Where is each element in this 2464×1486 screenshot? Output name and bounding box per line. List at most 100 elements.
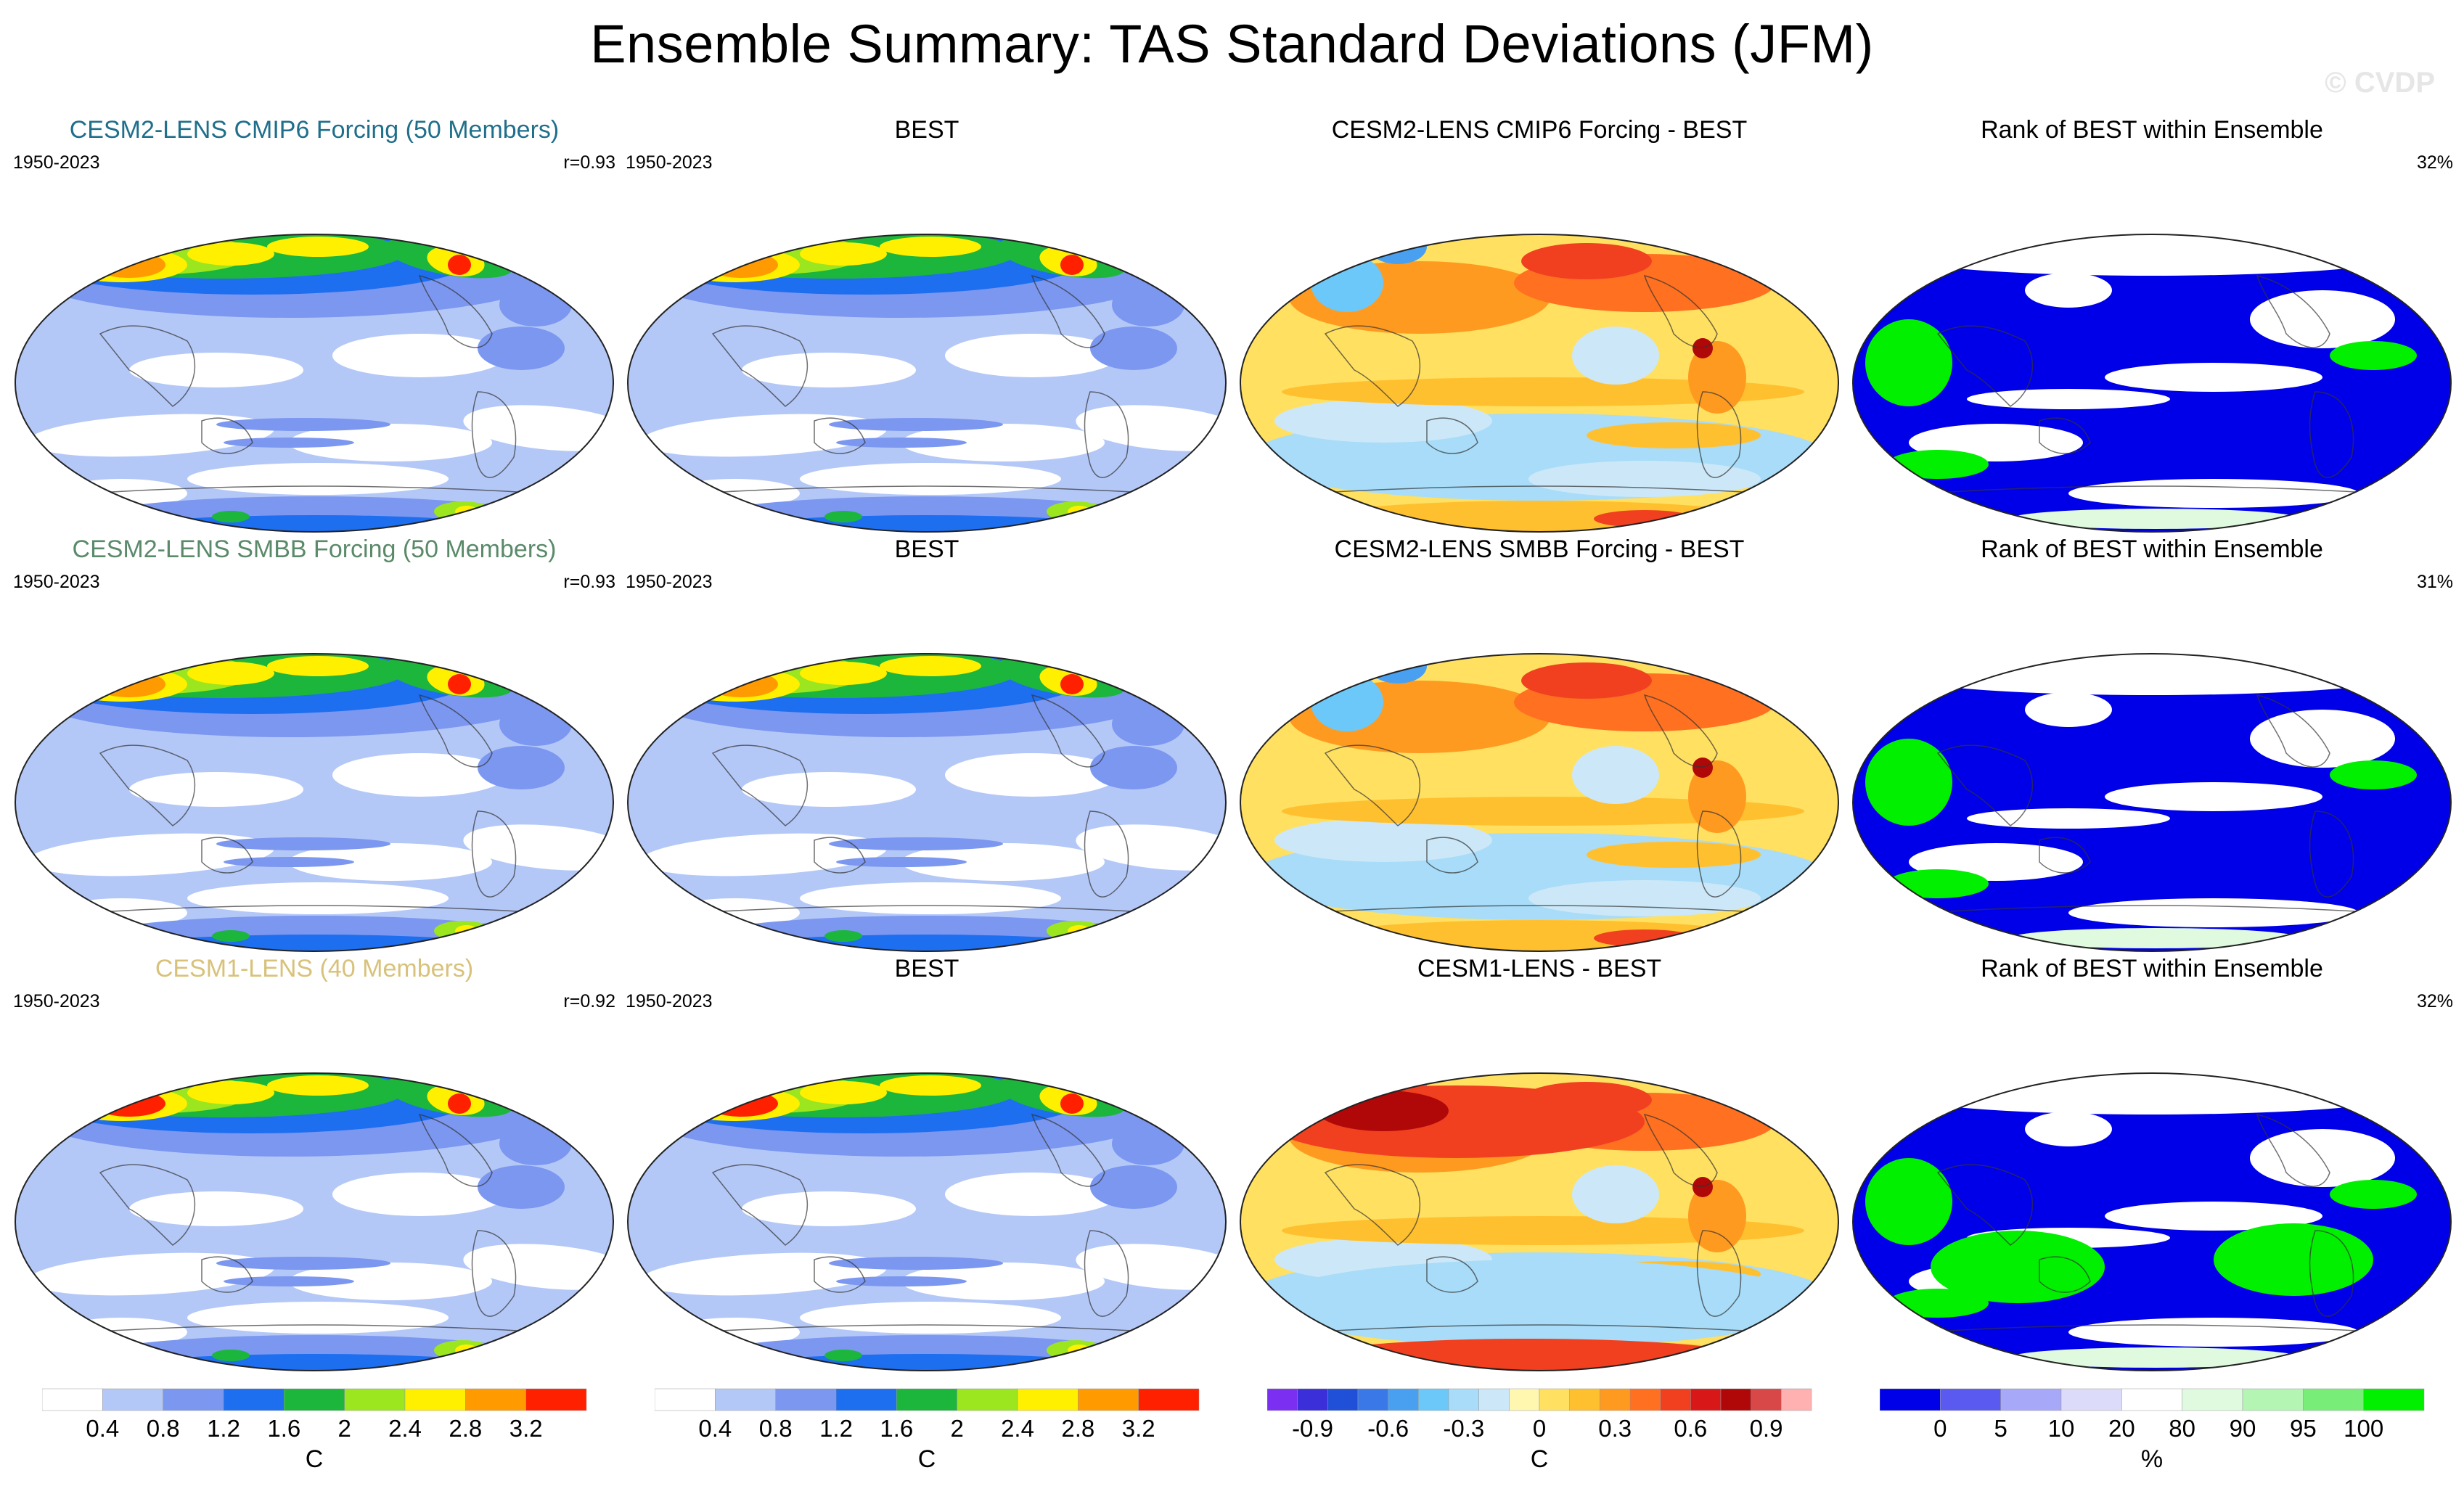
colorbar-swatch (655, 1388, 716, 1411)
colorbar-tick-label: 0.8 (758, 1415, 793, 1442)
colorbar-tick-label: 0.8 (146, 1415, 180, 1442)
colorbar-tick-label: 0.6 (1674, 1415, 1708, 1442)
colorbar-tick-label: 2.8 (449, 1415, 483, 1442)
panel-years: 1950-2023 (13, 572, 100, 592)
map-panel: CESM2-LENS SMBB Forcing (50 Members) 1950… (13, 535, 615, 955)
colorbar-tick-label: 10 (2047, 1415, 2075, 1442)
colorbar-swatch (2303, 1388, 2364, 1411)
colorbar-tick-label: 0 (1532, 1415, 1547, 1442)
colorbar-tick-label: 20 (2108, 1415, 2135, 1442)
colorbar-swatch (42, 1388, 103, 1411)
map-projection (1240, 1072, 1839, 1371)
colorbar-swatch (835, 1388, 897, 1411)
colorbar-swatch (1720, 1388, 1751, 1411)
colorbar-tick-label: 2 (950, 1415, 964, 1442)
map-projection (1852, 234, 2452, 533)
colorbar-swatch (1297, 1388, 1328, 1411)
panel-years: 1950-2023 (626, 991, 713, 1011)
colorbar-tick-label: 0 (1933, 1415, 1947, 1442)
colorbar-swatch (896, 1388, 957, 1411)
map-projection (627, 1072, 1227, 1371)
colorbar-swatch (1388, 1388, 1419, 1411)
colorbar-tick-label: 100 (2344, 1415, 2384, 1442)
colorbar-unit: % (2140, 1445, 2164, 1473)
colorbar-swatch (404, 1388, 466, 1411)
colorbar-swatch (1569, 1388, 1600, 1411)
colorbar-tick-label: 3.2 (509, 1415, 543, 1442)
panel-stat: r=0.93 (563, 572, 615, 592)
colorbar-swatch (1509, 1388, 1540, 1411)
map-panel: Rank of BEST within Ensemble 32% (1851, 955, 2453, 1374)
panel-title: CESM2-LENS SMBB Forcing - BEST (1334, 535, 1745, 563)
colorbar-tick-label: -0.3 (1443, 1415, 1485, 1442)
map-projection (1852, 653, 2452, 952)
colorbar-tick-label: 2.8 (1061, 1415, 1095, 1442)
map-projection (15, 653, 614, 952)
map-panel: Rank of BEST within Ensemble 32% (1851, 116, 2453, 535)
figure-title: Ensemble Summary: TAS Standard Deviation… (590, 14, 1874, 74)
colorbar: 0 5 10 20 80 90 95 100% (1880, 1387, 2431, 1480)
colorbar-unit: C (305, 1445, 324, 1473)
colorbar-tick-label: -0.9 (1292, 1415, 1333, 1442)
panel-years: 1950-2023 (13, 991, 100, 1011)
colorbar-swatch (1327, 1388, 1359, 1411)
map-panel: CESM1-LENS - BEST (1238, 955, 1841, 1374)
colorbar-tick-label: 90 (2229, 1415, 2256, 1442)
map-panel: Rank of BEST within Ensemble 31% (1851, 535, 2453, 955)
colorbar-swatch (2242, 1388, 2304, 1411)
colorbar-swatch (1629, 1388, 1661, 1411)
map-panel: CESM1-LENS (40 Members) 1950-2023 r=0.92 (13, 955, 615, 1374)
colorbar-swatch (1418, 1388, 1449, 1411)
colorbar-tick-label: 0.9 (1749, 1415, 1783, 1442)
panel-title: CESM1-LENS (40 Members) (155, 955, 474, 982)
colorbar-swatch (284, 1388, 345, 1411)
colorbar-swatch (1751, 1388, 1782, 1411)
colorbar-swatch (1017, 1388, 1078, 1411)
colorbar-unit: C (1530, 1445, 1549, 1473)
colorbar-tick-label: 0.4 (86, 1415, 120, 1442)
colorbar-tick-label: 1.6 (267, 1415, 301, 1442)
colorbar-swatch (1940, 1388, 2001, 1411)
panel-stat: 32% (2416, 991, 2453, 1011)
panel-title: Rank of BEST within Ensemble (1981, 535, 2323, 563)
colorbar-tick-label: 0.3 (1598, 1415, 1632, 1442)
panel-stat: r=0.93 (563, 152, 615, 173)
panel-stat: 31% (2416, 572, 2453, 592)
colorbar-tick-label: 95 (2289, 1415, 2317, 1442)
colorbar-swatch (102, 1388, 163, 1411)
map-panel: CESM2-LENS CMIP6 Forcing (50 Members) 195… (13, 116, 615, 535)
colorbar-swatches (1267, 1388, 1812, 1411)
colorbar-unit: C (917, 1445, 936, 1473)
colorbar-swatch (1448, 1388, 1479, 1411)
colorbar: 0.4 0.8 1.2 1.6 2 2.4 2.8 3.2 C (42, 1387, 594, 1480)
colorbar-swatch (1600, 1388, 1631, 1411)
colorbar-tick-label: 1.2 (207, 1415, 240, 1442)
colorbar-swatch (1781, 1388, 1812, 1411)
colorbar-swatch (344, 1388, 406, 1411)
colorbar-swatch (163, 1388, 224, 1411)
colorbar-swatch (1078, 1388, 1139, 1411)
colorbar-swatch (1539, 1388, 1570, 1411)
colorbar: 0.4 0.8 1.2 1.6 2 2.4 2.8 3.2 C (655, 1387, 1206, 1480)
colorbar-swatch (2060, 1388, 2122, 1411)
colorbar-swatch (1267, 1388, 1298, 1411)
colorbar-swatch (2000, 1388, 2062, 1411)
panel-title: CESM2-LENS SMBB Forcing (50 Members) (72, 535, 557, 563)
panel-title: BEST (894, 955, 959, 982)
cvdp-watermark: © CVDP (2325, 67, 2435, 99)
colorbar-swatch (1138, 1388, 1200, 1411)
colorbar-swatch (525, 1388, 587, 1411)
colorbar-swatch (1660, 1388, 1691, 1411)
colorbar-swatch (2121, 1388, 2182, 1411)
map-panel: CESM2-LENS CMIP6 Forcing - BEST (1238, 116, 1841, 535)
panel-stat: r=0.92 (563, 991, 615, 1011)
colorbar-swatch (2182, 1388, 2243, 1411)
colorbar-tick-label: 80 (2169, 1415, 2196, 1442)
colorbar-swatch (715, 1388, 776, 1411)
colorbar-tick-label: -0.6 (1367, 1415, 1409, 1442)
panel-title: Rank of BEST within Ensemble (1981, 116, 2323, 144)
map-panel: BEST 1950-2023 (626, 535, 1228, 955)
colorbar-swatch (1690, 1388, 1722, 1411)
colorbar-tick-label: 2.4 (388, 1415, 422, 1442)
colorbar-tick-label: 3.2 (1121, 1415, 1155, 1442)
